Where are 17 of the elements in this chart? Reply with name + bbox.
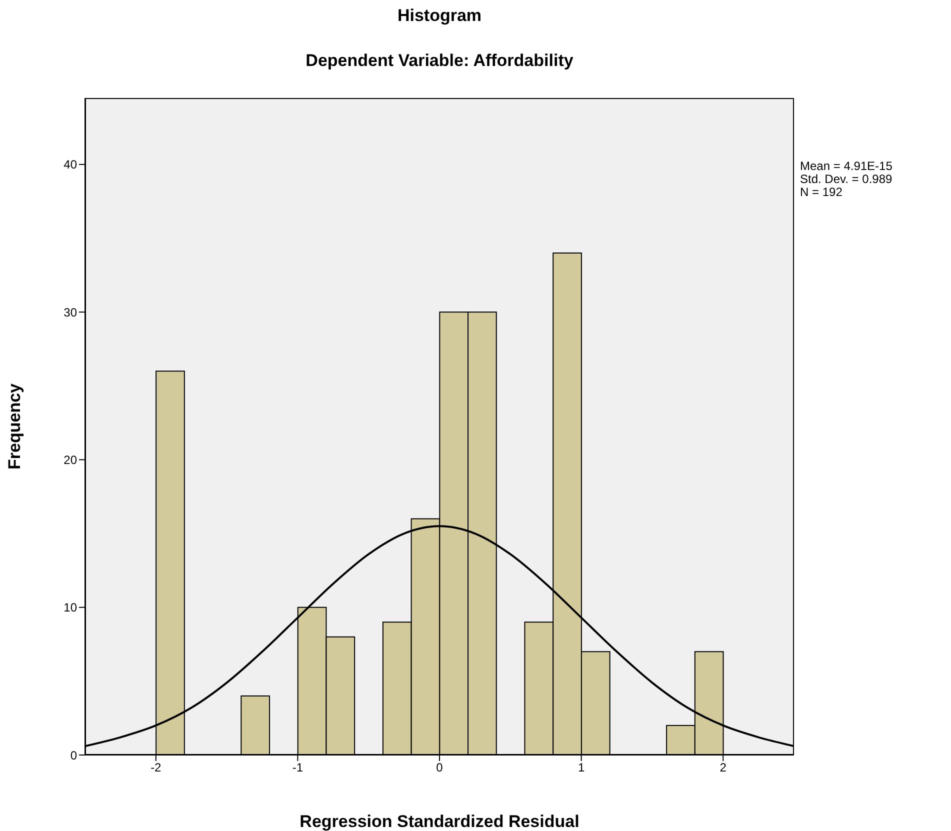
x-tick-label: -2 <box>150 760 162 775</box>
y-tick-label: 30 <box>64 305 78 320</box>
x-tick-label: 0 <box>436 760 444 775</box>
text: N = 192 <box>800 185 844 199</box>
y-tick-label: 40 <box>64 158 78 172</box>
y-tick-label: 20 <box>64 452 78 467</box>
x-tick-label: -1 <box>292 760 304 775</box>
x-tick-label: 1 <box>578 760 585 775</box>
y-axis-title: Frequency <box>5 382 24 470</box>
x-tick-label: 2 <box>720 760 727 775</box>
text: Mean = 4.91E-15 <box>800 159 892 173</box>
x-axis-title: Regression Standardized Residual <box>300 812 580 831</box>
chart-title: Histogram <box>396 6 483 26</box>
y-tick-label: 0 <box>70 748 78 762</box>
text: Std. Dev. = 0.989 <box>800 172 892 186</box>
y-tick-label: 10 <box>64 600 78 615</box>
chart-subtitle: Dependent Variable: Affordability <box>304 51 574 71</box>
